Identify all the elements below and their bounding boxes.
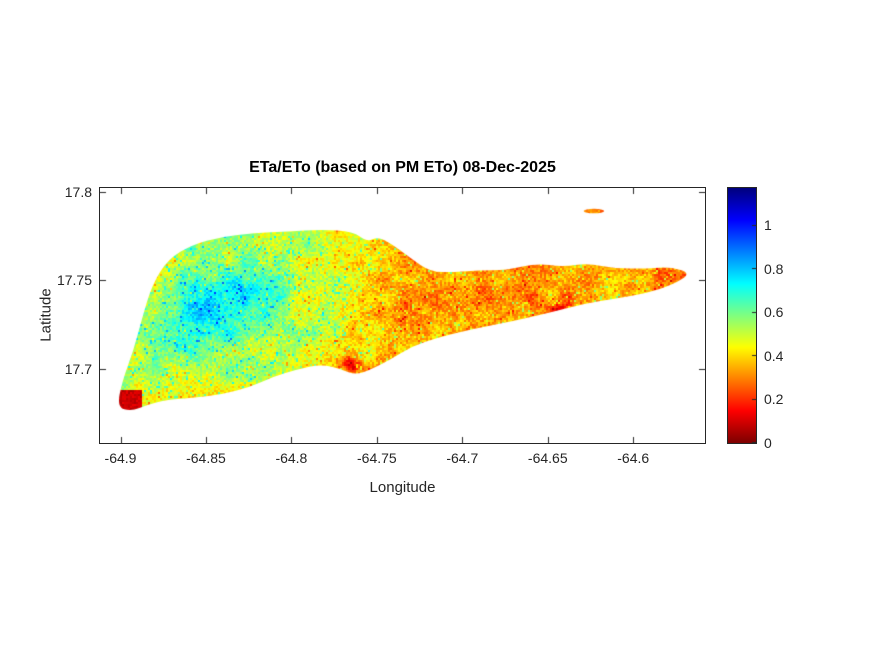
x-tick-label: -64.85 <box>186 450 226 466</box>
colorbar-tick-label: 1 <box>764 217 772 234</box>
y-tick-label: 17.75 <box>56 272 92 289</box>
colorbar-tick-label: 0 <box>764 435 772 451</box>
x-axis-label: Longitude <box>369 479 436 496</box>
x-tick-label: -64.6 <box>617 450 650 466</box>
axes-box <box>99 187 706 444</box>
x-tick-label: -64.75 <box>357 450 397 466</box>
y-tick-label: 17.7 <box>64 360 92 377</box>
x-tick-label: -64.9 <box>104 450 137 466</box>
colorbar-tick-label: 0.4 <box>764 347 784 364</box>
colorbar-tick-label: 0.8 <box>764 260 784 277</box>
colorbar <box>727 187 757 444</box>
plot-title: ETa/ETo (based on PM ETo) 08-Dec-2025 <box>249 159 556 176</box>
map-canvas <box>100 188 705 443</box>
colorbar-canvas <box>728 188 756 443</box>
colorbar-tick-label: 0.2 <box>764 391 784 408</box>
colorbar-tick-label: 0.6 <box>764 304 784 321</box>
x-tick-label: -64.65 <box>527 450 568 466</box>
y-tick-label: 17.8 <box>64 183 92 200</box>
y-axis-label: Latitude <box>37 288 55 342</box>
x-tick-label: -64.8 <box>275 450 308 466</box>
x-tick-label: -64.7 <box>446 450 479 466</box>
